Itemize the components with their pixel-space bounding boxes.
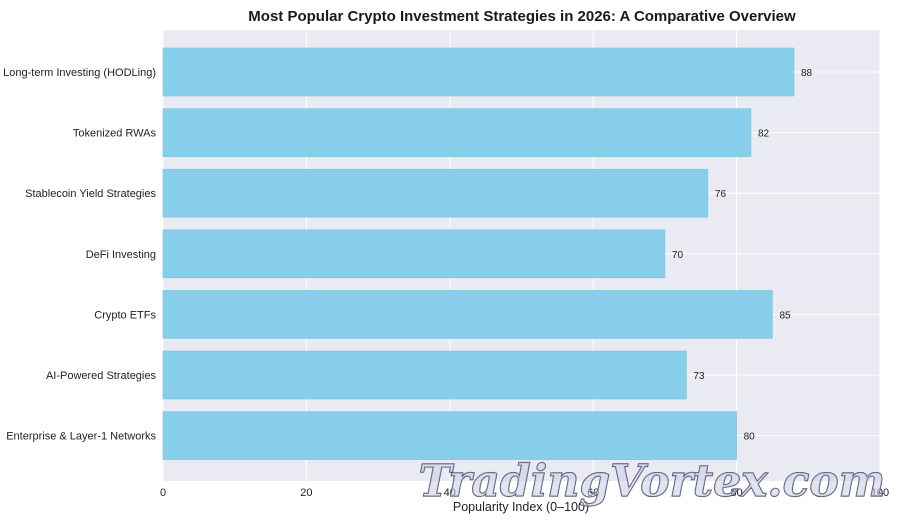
- x-tick-label: 0: [160, 487, 166, 499]
- category-labels: Long-term Investing (HODLing) Tokenized R…: [3, 67, 156, 443]
- category-label: Enterprise & Layer-1 Networks: [6, 431, 156, 443]
- value-labels: 88 82 76 70 85 73 80: [672, 68, 813, 443]
- bar: [162, 350, 687, 400]
- bar-value-label: 80: [744, 432, 756, 443]
- bars: [162, 47, 795, 460]
- bar-value-label: 88: [801, 68, 813, 79]
- watermark-logo: TradingVortex.com: [419, 456, 886, 507]
- bar-value-label: 82: [758, 129, 770, 140]
- category-label: Crypto ETFs: [94, 309, 156, 321]
- category-label: DeFi Investing: [86, 249, 156, 261]
- bar: [162, 411, 737, 460]
- bar: [162, 229, 666, 279]
- bar-value-label: 70: [672, 250, 684, 261]
- x-tick-label: 20: [300, 487, 312, 499]
- x-tick-label: 80: [730, 487, 742, 499]
- bar: [162, 168, 709, 218]
- bar: [162, 47, 795, 97]
- x-tick-label: 100: [871, 487, 889, 499]
- bar: [162, 108, 752, 157]
- bar-value-label: 76: [715, 189, 727, 200]
- category-label: AI-Powered Strategies: [46, 370, 157, 382]
- category-label: Tokenized RWAs: [73, 128, 157, 140]
- chart-title: Most Popular Crypto Investment Strategie…: [248, 8, 796, 25]
- category-label: Stablecoin Yield Strategies: [25, 188, 156, 200]
- x-tick-labels: 0 20 40 60 80 100: [160, 487, 889, 499]
- x-tick-label: 40: [444, 487, 456, 499]
- bar: [162, 290, 773, 339]
- x-tick-label: 60: [587, 487, 599, 499]
- bar-value-label: 73: [693, 371, 705, 382]
- bar-value-label: 85: [779, 310, 791, 321]
- x-axis-label: Popularity Index (0–100): [453, 500, 589, 514]
- category-label: Long-term Investing (HODLing): [3, 67, 156, 79]
